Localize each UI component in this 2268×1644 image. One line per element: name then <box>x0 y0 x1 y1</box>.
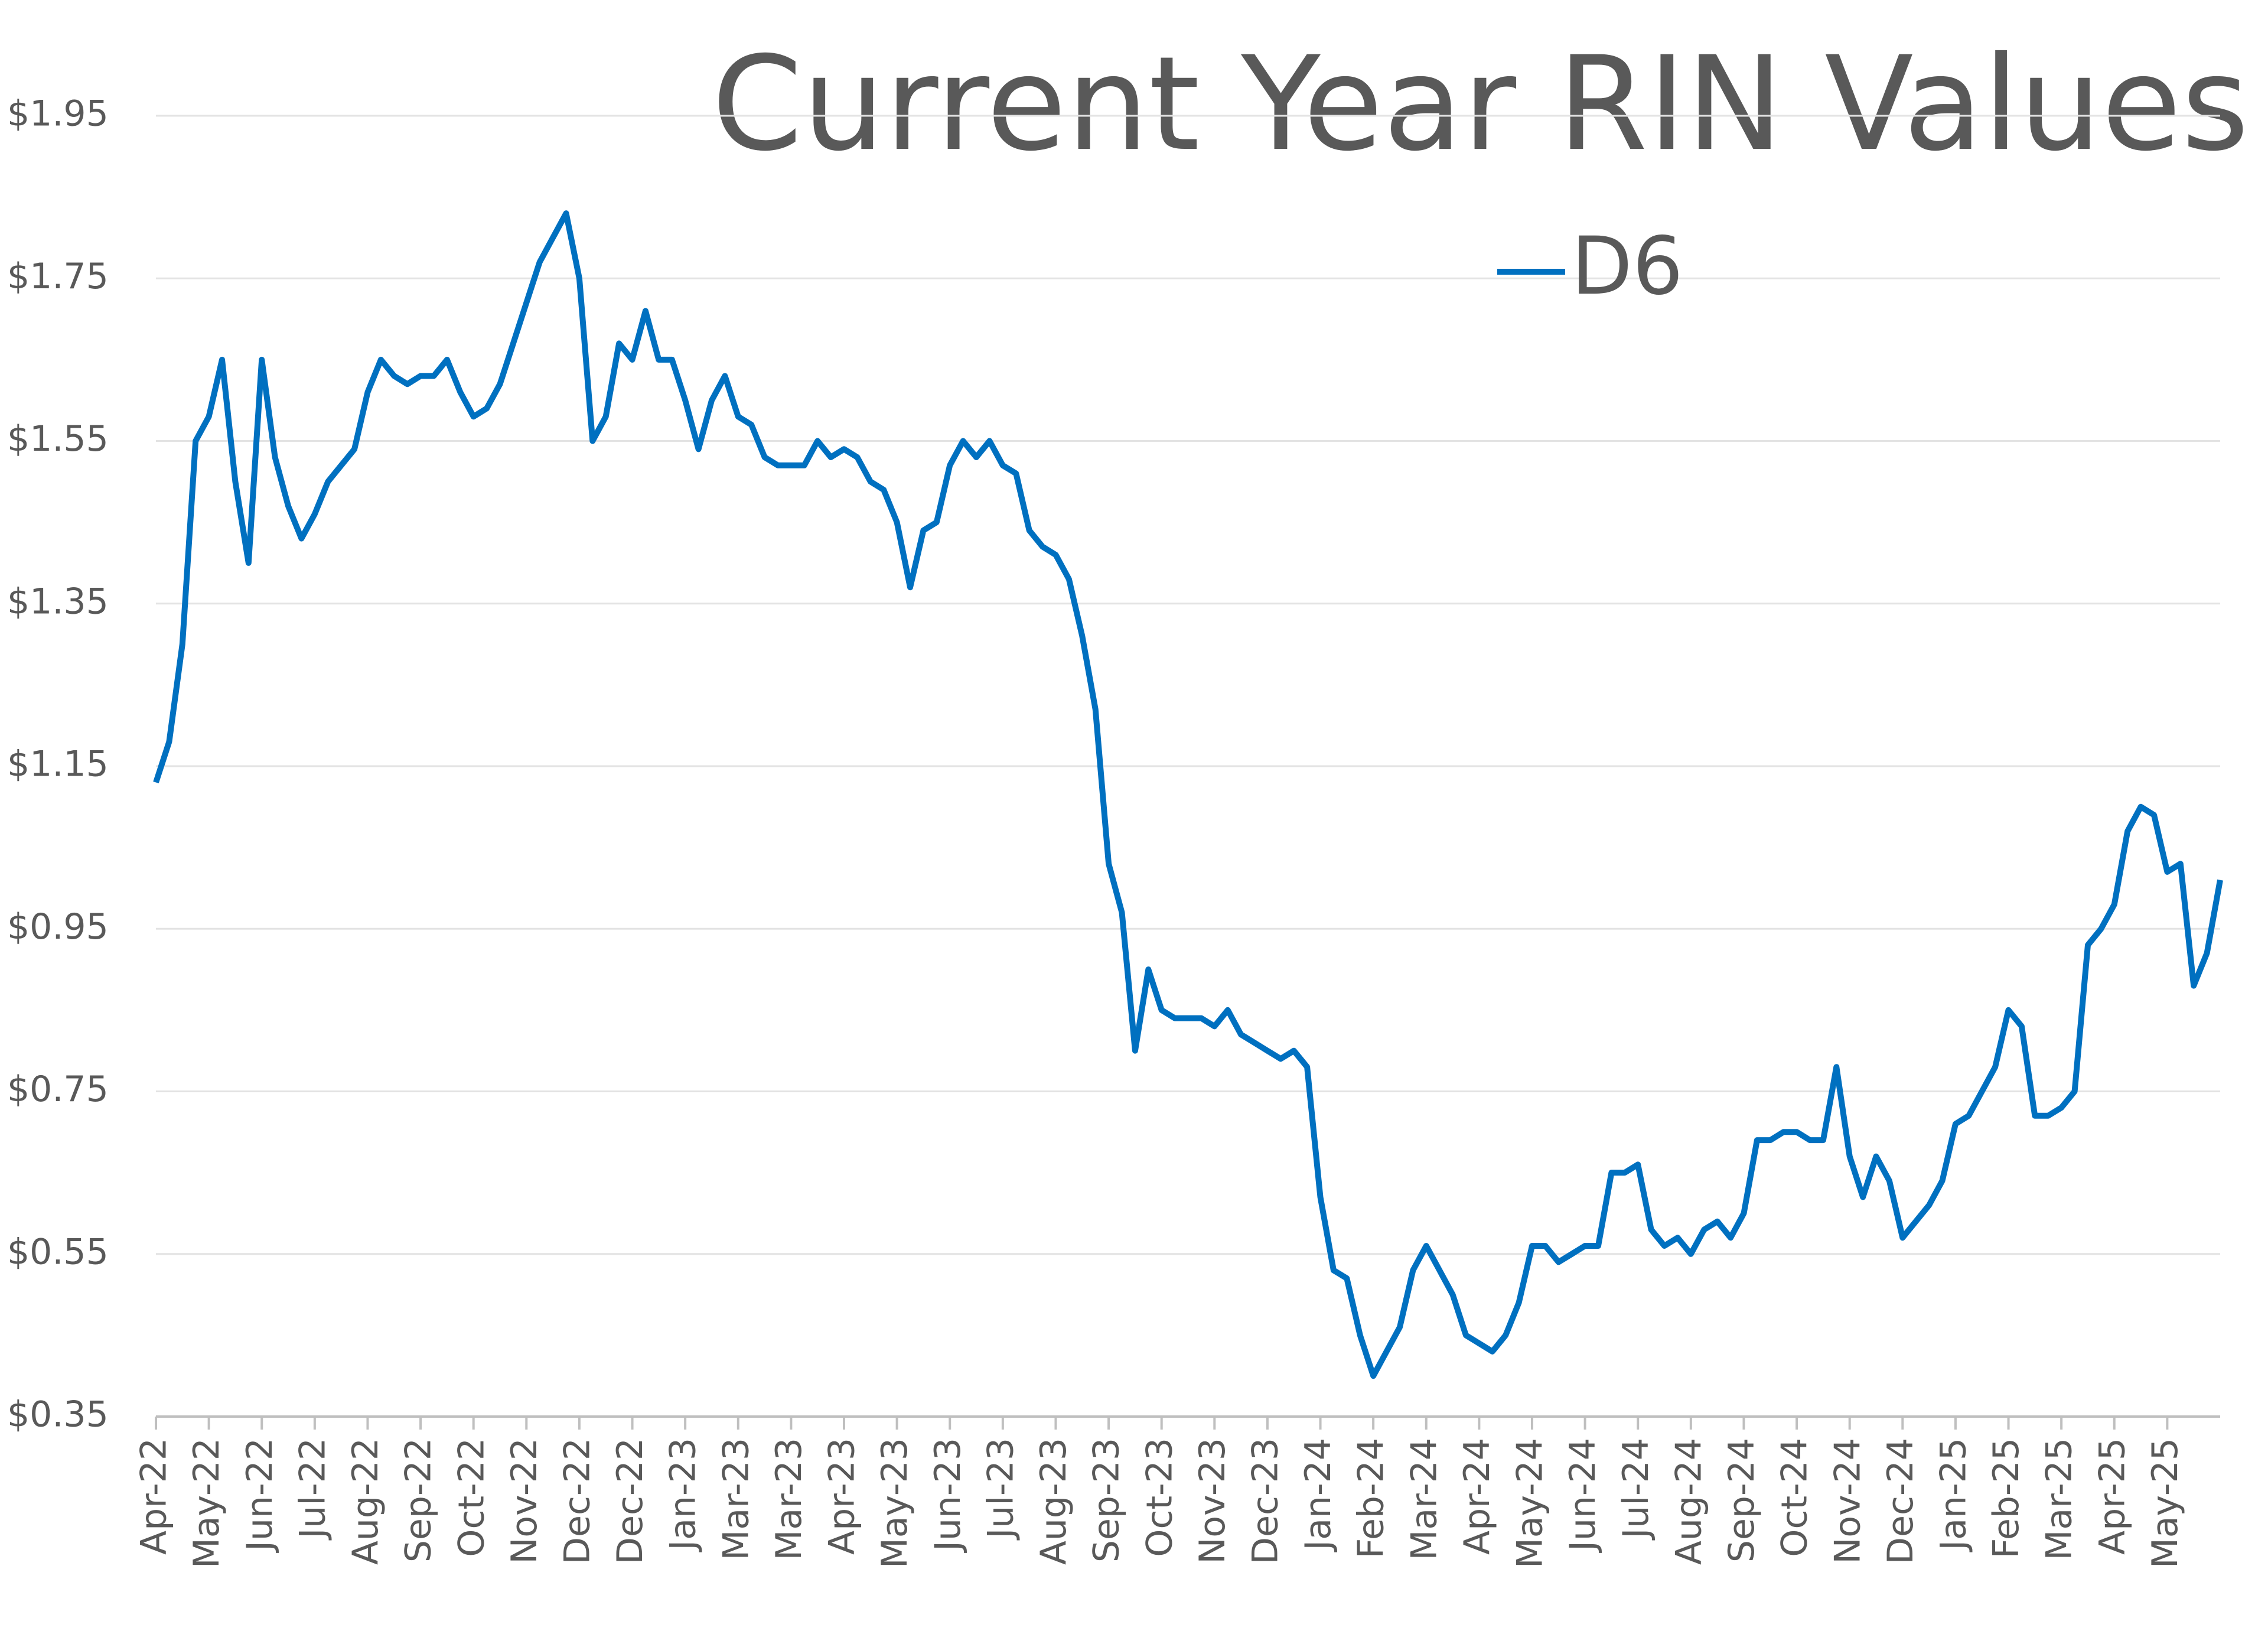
x-tick-label: Aug-23 <box>1033 1438 1074 1565</box>
x-tick-label: Feb-24 <box>1351 1438 1392 1558</box>
x-tick-label: Oct-23 <box>1139 1438 1180 1557</box>
y-tick-label: $1.15 <box>7 744 109 785</box>
x-tick-label: Jun-22 <box>239 1438 281 1554</box>
x-tick-label: Jan-23 <box>663 1438 704 1553</box>
x-tick-label: Aug-22 <box>345 1438 386 1565</box>
x-tick-label: Oct-22 <box>451 1438 492 1557</box>
x-tick-label: May-23 <box>874 1438 915 1568</box>
x-tick-label: Mar-23 <box>715 1438 757 1560</box>
x-tick-label: Jun-24 <box>1562 1438 1604 1554</box>
x-tick-label: May-24 <box>1510 1438 1551 1568</box>
x-tick-label: Oct-24 <box>1774 1438 1816 1557</box>
data-line <box>153 210 2223 1379</box>
y-tick-label: $0.95 <box>7 906 109 948</box>
y-tick-label: $1.35 <box>7 581 109 622</box>
x-tick-label: Jan-25 <box>1933 1438 1974 1553</box>
legend-label: D6 <box>1571 220 1683 312</box>
x-tick-label: Dec-22 <box>610 1438 651 1564</box>
x-tick-label: May-22 <box>186 1438 227 1568</box>
y-tick-label: $1.55 <box>7 418 109 460</box>
x-tick-label: Nov-24 <box>1827 1438 1868 1564</box>
x-tick-label: May-25 <box>2145 1438 2186 1568</box>
y-tick-label: $0.55 <box>7 1231 109 1272</box>
x-tick-label: Nov-23 <box>1192 1438 1233 1564</box>
x-tick-label: Jul-22 <box>292 1438 333 1541</box>
x-tick-label: Jul-23 <box>980 1438 1021 1541</box>
x-tick-label: Nov-22 <box>504 1438 545 1564</box>
y-tick-label: $1.75 <box>7 256 109 297</box>
x-tick-label: Aug-24 <box>1668 1438 1709 1565</box>
x-tick-label: Sep-22 <box>398 1438 439 1562</box>
y-tick-label: $0.75 <box>7 1069 109 1110</box>
x-tick-label: Dec-24 <box>1880 1438 1921 1564</box>
x-tick-label: Jun-23 <box>927 1438 969 1554</box>
x-tick-label: Apr-24 <box>1456 1438 1498 1555</box>
chart-title: Current Year RIN Values <box>712 28 2249 180</box>
x-tick-label: Mar-24 <box>1403 1438 1445 1560</box>
x-tick-label: Apr-22 <box>133 1438 175 1555</box>
x-tick-label: Mar-23 <box>768 1438 810 1560</box>
x-tick-label: Feb-25 <box>1986 1438 2027 1558</box>
x-tick-label: Jan-24 <box>1298 1438 1339 1553</box>
y-tick-label: $0.35 <box>7 1394 109 1435</box>
x-tick-label: Jul-24 <box>1615 1438 1657 1541</box>
x-tick-label: Dec-23 <box>1245 1438 1286 1564</box>
x-tick-label: Sep-23 <box>1086 1438 1128 1562</box>
y-tick-label: $1.95 <box>7 93 109 135</box>
x-tick-label: Dec-22 <box>557 1438 598 1564</box>
x-tick-label: Mar-25 <box>2039 1438 2080 1560</box>
x-tick-label: Sep-24 <box>1721 1438 1762 1562</box>
x-tick-label: Apr-23 <box>822 1438 863 1555</box>
x-tick-label: Apr-25 <box>2091 1438 2133 1555</box>
